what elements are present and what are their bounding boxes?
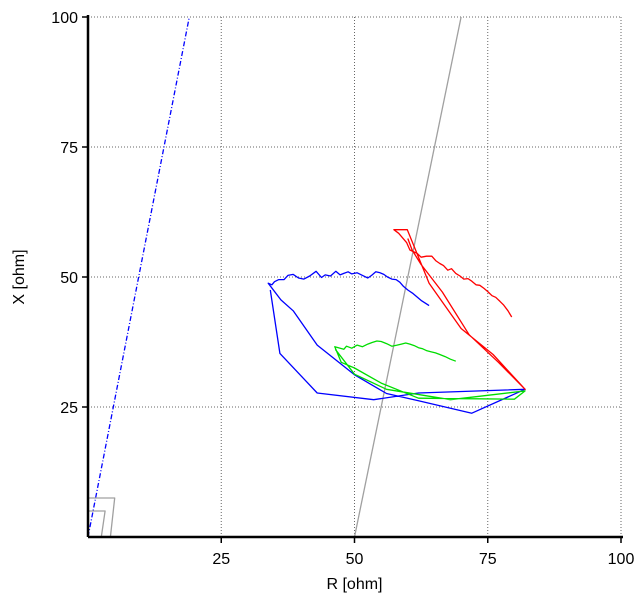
- y-tick-label-3: 100: [51, 10, 78, 27]
- x-tick-label-2: 75: [479, 551, 497, 568]
- series-line-0: [87, 16, 190, 538]
- x-axis-label: R [ohm]: [326, 576, 382, 593]
- y-axis-label: X [ohm]: [11, 249, 28, 304]
- series-line-3: [88, 510, 106, 538]
- x-tick-label-3: 100: [608, 551, 635, 568]
- series-line-4: [267, 270, 526, 414]
- grid-lines: [88, 16, 622, 537]
- y-tick-label-0: 25: [60, 400, 78, 417]
- x-tick-label-1: 50: [346, 551, 364, 568]
- tick-labels: 25 50 75 100 25 50 75 100: [51, 10, 634, 568]
- axes: [82, 15, 623, 543]
- series-line-6: [393, 229, 526, 390]
- series-line-1: [353, 16, 462, 538]
- x-tick-label-0: 25: [212, 551, 230, 568]
- y-tick-label-1: 50: [60, 270, 78, 287]
- plot-series: [87, 16, 526, 538]
- y-tick-label-2: 75: [60, 140, 78, 157]
- series-line-5: [334, 340, 526, 401]
